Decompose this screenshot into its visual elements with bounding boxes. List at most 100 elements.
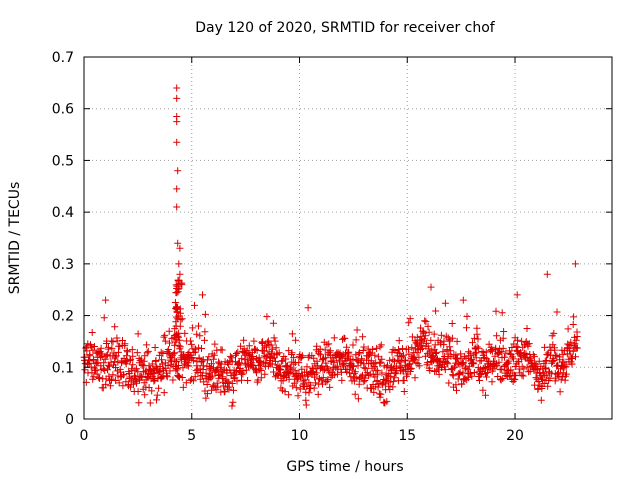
data-point — [542, 357, 550, 364]
data-point — [374, 367, 382, 375]
data-point — [415, 362, 423, 370]
data-point — [81, 353, 89, 361]
data-point — [290, 379, 298, 387]
data-point — [411, 345, 419, 353]
data-point — [433, 349, 440, 357]
data-point — [518, 371, 526, 379]
data-point — [370, 388, 378, 396]
data-point — [292, 336, 300, 344]
data-point — [473, 324, 481, 332]
data-point — [371, 351, 379, 359]
data-point — [572, 353, 579, 361]
data-point — [120, 371, 128, 379]
data-point — [512, 372, 520, 380]
data-point — [330, 334, 338, 342]
data-point — [150, 377, 158, 385]
data-point — [298, 353, 305, 361]
data-point — [444, 354, 452, 362]
data-point — [389, 383, 397, 391]
data-point — [133, 365, 141, 373]
data-point — [135, 399, 143, 407]
data-point — [319, 374, 327, 382]
data-point — [238, 355, 246, 363]
data-point — [541, 357, 549, 365]
data-point — [155, 384, 163, 392]
data-point — [214, 383, 222, 391]
data-point — [236, 359, 243, 367]
data-point — [89, 346, 97, 354]
data-point — [390, 374, 398, 382]
data-point — [316, 375, 323, 383]
data-point — [474, 335, 482, 343]
data-point — [445, 379, 453, 387]
data-point — [173, 84, 181, 92]
data-point — [470, 360, 478, 368]
data-point — [482, 391, 489, 399]
data-point — [199, 291, 206, 299]
data-point — [144, 347, 152, 355]
data-point — [321, 366, 328, 374]
data-point — [539, 376, 546, 384]
data-point — [377, 358, 385, 366]
data-point — [552, 374, 560, 382]
data-point — [310, 384, 318, 392]
data-point — [195, 344, 203, 352]
data-point — [249, 355, 257, 363]
data-point — [500, 328, 508, 335]
data-point — [405, 319, 413, 327]
data-point — [301, 376, 309, 384]
data-point — [170, 350, 178, 358]
data-point — [553, 308, 561, 316]
data-point — [431, 350, 439, 357]
data-point — [376, 393, 384, 401]
data-point — [479, 386, 487, 394]
data-point — [400, 388, 408, 395]
data-point — [317, 351, 324, 359]
data-point — [497, 376, 505, 384]
data-point — [345, 348, 353, 356]
data-point — [270, 368, 277, 376]
data-point — [468, 372, 476, 380]
data-point — [294, 392, 302, 400]
data-point — [179, 383, 187, 391]
data-point — [228, 380, 236, 387]
data-point — [161, 337, 169, 345]
data-point — [237, 342, 245, 350]
data-point — [313, 357, 321, 365]
data-point — [106, 362, 113, 370]
data-point — [208, 372, 216, 380]
data-point — [360, 343, 368, 351]
data-point — [502, 349, 510, 357]
data-point — [370, 363, 378, 370]
data-point — [473, 330, 481, 338]
data-point — [525, 340, 533, 348]
data-point — [245, 350, 253, 358]
data-point — [195, 322, 202, 330]
data-point — [526, 367, 534, 375]
data-point — [173, 138, 181, 146]
data-point — [285, 375, 293, 383]
data-point — [176, 336, 184, 344]
data-point — [285, 391, 293, 399]
data-point — [488, 378, 496, 386]
data-point — [304, 353, 312, 361]
data-point — [531, 359, 539, 367]
data-point — [472, 349, 480, 357]
x-tick-label: 10 — [291, 428, 309, 444]
data-point — [483, 373, 490, 381]
data-point — [163, 373, 171, 381]
data-point — [160, 389, 168, 397]
data-point — [87, 343, 95, 351]
data-point — [205, 353, 213, 361]
data-point — [513, 291, 521, 299]
data-point — [463, 324, 470, 332]
data-point — [361, 374, 369, 382]
data-point — [499, 334, 507, 342]
data-point — [272, 344, 280, 352]
grid-lines — [84, 57, 612, 419]
data-point — [279, 357, 287, 365]
data-point — [351, 390, 359, 398]
data-point — [257, 374, 265, 382]
data-point — [141, 368, 149, 376]
y-tick-label: 0.4 — [52, 205, 74, 221]
